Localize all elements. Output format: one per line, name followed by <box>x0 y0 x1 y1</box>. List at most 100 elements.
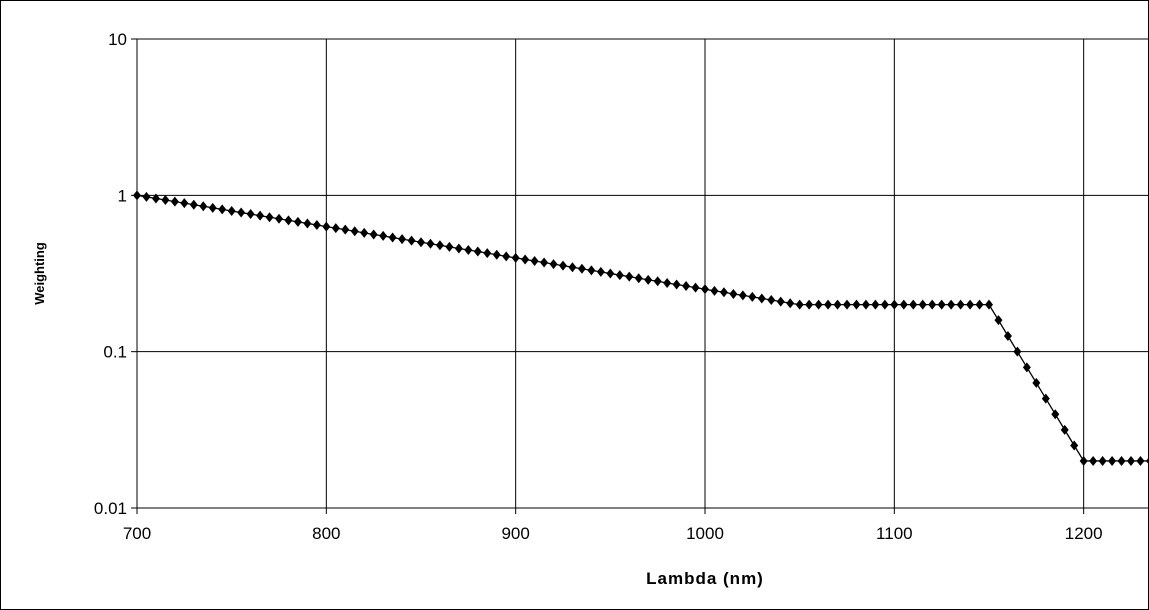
data-point-marker <box>511 252 520 263</box>
tick-labels: 70080090010001100120013001010.10.01 <box>94 30 1103 543</box>
data-point-marker <box>1127 455 1135 466</box>
y-tick-label: 0.1 <box>103 343 127 362</box>
y-axis-title: Weighting <box>32 242 47 305</box>
data-point-marker <box>861 299 870 310</box>
data-point-marker <box>994 315 1003 326</box>
x-tick-label: 1000 <box>686 524 724 543</box>
data-point-marker <box>833 299 842 310</box>
data-point-marker <box>729 288 738 299</box>
plot-area <box>136 38 1149 509</box>
data-point-marker <box>625 271 634 282</box>
data-point-marker <box>719 287 728 298</box>
data-point-marker <box>388 232 397 243</box>
data-point-marker <box>606 268 615 279</box>
data-point-marker <box>540 257 549 268</box>
data-point-marker <box>1022 362 1031 373</box>
data-point-marker <box>786 298 795 309</box>
data-point-marker <box>341 224 350 235</box>
data-point-marker <box>407 235 416 246</box>
data-point-marker <box>776 296 785 307</box>
data-point-marker <box>937 299 946 310</box>
data-point-marker <box>246 209 255 220</box>
data-point-marker <box>331 223 340 234</box>
y-tick-label: 0.01 <box>94 499 127 518</box>
data-point-marker <box>682 281 691 292</box>
x-tick-label: 700 <box>123 524 151 543</box>
data-point-marker <box>180 198 189 209</box>
data-point-marker <box>133 190 141 201</box>
data-point-marker <box>398 234 407 245</box>
x-axis-title: Lambda (nm) <box>646 569 764 588</box>
data-point-marker <box>1003 330 1012 341</box>
data-point-marker <box>322 221 331 232</box>
data-point-marker <box>1051 409 1060 420</box>
x-tick-label: 1100 <box>876 524 913 543</box>
data-point-marker <box>852 299 861 310</box>
data-point-marker <box>899 299 908 310</box>
data-point-marker <box>530 256 539 267</box>
data-point-marker <box>757 293 766 304</box>
data-point-marker <box>1013 346 1022 357</box>
x-tick-label: 900 <box>501 524 529 543</box>
data-point-marker <box>426 238 435 249</box>
data-point-marker <box>199 201 208 212</box>
data-point-marker <box>918 299 927 310</box>
data-point-marker <box>454 243 463 254</box>
data-point-marker <box>653 276 662 287</box>
data-point-marker <box>303 218 312 229</box>
data-point-marker <box>218 204 227 215</box>
data-point-marker <box>568 262 577 273</box>
data-point-marker <box>369 229 378 240</box>
series-layer <box>133 190 1149 466</box>
data-point-marker <box>265 212 274 223</box>
data-point-marker <box>237 207 246 218</box>
data-point-marker <box>644 274 653 285</box>
data-point-marker <box>502 251 511 262</box>
data-point-marker <box>161 195 170 206</box>
data-point-marker <box>748 291 757 302</box>
data-point-marker <box>360 227 369 238</box>
data-point-marker <box>293 216 302 227</box>
data-point-marker <box>492 249 501 260</box>
data-point-marker <box>814 299 823 310</box>
data-point-marker <box>880 299 889 310</box>
data-point-marker <box>170 196 179 207</box>
data-point-marker <box>208 202 217 213</box>
data-point-marker <box>767 295 776 306</box>
data-point-marker <box>805 299 814 310</box>
data-point-marker <box>947 299 956 310</box>
data-point-marker <box>275 213 283 224</box>
data-point-marker <box>350 226 359 237</box>
data-point-marker <box>189 199 198 210</box>
data-point-marker <box>634 273 643 284</box>
data-point-marker <box>1098 455 1107 466</box>
series-line <box>136 194 1149 462</box>
data-point-marker <box>691 282 700 293</box>
data-point-marker <box>738 290 747 301</box>
data-point-marker <box>909 299 918 310</box>
data-point-marker <box>379 230 388 241</box>
data-point-marker <box>1108 455 1117 466</box>
data-point-marker <box>312 220 321 231</box>
data-point-marker <box>1117 455 1126 466</box>
data-point-marker <box>256 210 265 221</box>
data-point-marker <box>1089 455 1098 466</box>
data-point-marker <box>1136 455 1145 466</box>
y-tick-label: 10 <box>108 30 127 49</box>
data-point-marker <box>445 241 454 252</box>
data-point-marker <box>985 299 993 310</box>
data-point-marker <box>710 285 719 296</box>
data-point-marker <box>672 279 681 290</box>
data-point-marker <box>795 299 804 310</box>
data-point-marker <box>1079 455 1088 466</box>
data-point-marker <box>142 191 151 202</box>
data-point-marker <box>587 265 596 276</box>
data-point-marker <box>1145 457 1149 465</box>
data-point-marker <box>559 260 567 271</box>
data-point-marker <box>521 254 530 265</box>
data-point-marker <box>1070 440 1079 451</box>
data-point-marker <box>928 299 937 310</box>
data-point-marker <box>577 263 586 274</box>
data-point-marker <box>1060 424 1069 435</box>
